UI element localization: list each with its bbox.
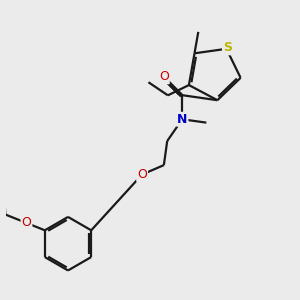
Text: O: O	[137, 168, 147, 181]
Text: N: N	[177, 113, 188, 126]
Text: O: O	[22, 216, 32, 230]
Text: O: O	[159, 70, 169, 83]
Text: S: S	[223, 41, 232, 54]
